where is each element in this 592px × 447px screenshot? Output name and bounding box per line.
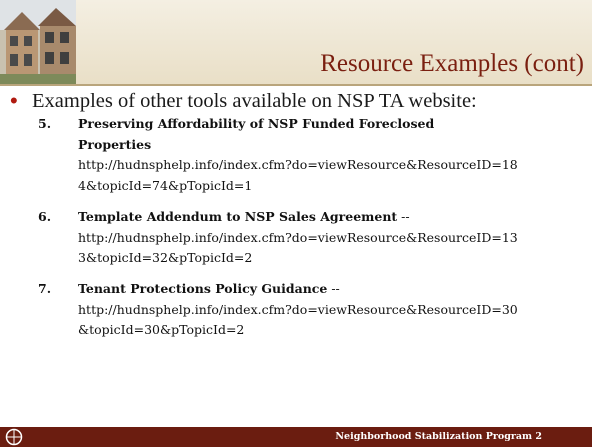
item-body: Template Addendum to NSP Sales Agreement… xyxy=(78,207,588,269)
item-url: 3&topicId=32&pTopicId=2 xyxy=(78,248,588,269)
item-title: Template Addendum to NSP Sales Agreement xyxy=(78,209,397,224)
item-title-line: Tenant Protections Policy Guidance -- xyxy=(78,279,588,300)
item-title-line: Template Addendum to NSP Sales Agreement… xyxy=(78,207,588,228)
item-body: Tenant Protections Policy Guidance --htt… xyxy=(78,279,588,341)
item-url: &topicId=30&pTopicId=2 xyxy=(78,320,588,341)
bullet-marker: • xyxy=(10,88,18,114)
bullet-text: Examples of other tools available on NSP… xyxy=(32,90,477,113)
item-url: http://hudnsphelp.info/index.cfm?do=view… xyxy=(78,155,588,176)
footer-text: Neighborhood Stabilization Program 2 xyxy=(335,431,542,442)
item-separator: -- xyxy=(327,281,339,296)
item-number: 5. xyxy=(38,114,51,135)
item-separator: -- xyxy=(397,209,409,224)
item-title: Preserving Affordability of NSP Funded F… xyxy=(78,116,434,131)
item-number: 6. xyxy=(38,207,51,228)
item-url: http://hudnsphelp.info/index.cfm?do=view… xyxy=(78,300,588,321)
item-body: Preserving Affordability of NSP Funded F… xyxy=(78,114,588,196)
slide-title: Resource Examples (cont) xyxy=(320,50,584,78)
item-title: Tenant Protections Policy Guidance xyxy=(78,281,327,296)
item-title-line: Preserving Affordability of NSP Funded F… xyxy=(78,114,588,135)
footer: Neighborhood Stabilization Program 2 xyxy=(0,427,592,447)
item-url: http://hudnsphelp.info/index.cfm?do=view… xyxy=(78,228,588,249)
footer-logo xyxy=(4,427,24,447)
item-url: 4&topicId=74&pTopicId=1 xyxy=(78,176,588,197)
item-title-line: Properties xyxy=(78,135,588,156)
header: Resource Examples (cont) xyxy=(0,0,592,86)
item-number: 7. xyxy=(38,279,51,300)
item-title: Properties xyxy=(78,137,151,152)
header-photo xyxy=(0,0,76,84)
slide: Resource Examples (cont) • Examples of o… xyxy=(0,0,592,447)
